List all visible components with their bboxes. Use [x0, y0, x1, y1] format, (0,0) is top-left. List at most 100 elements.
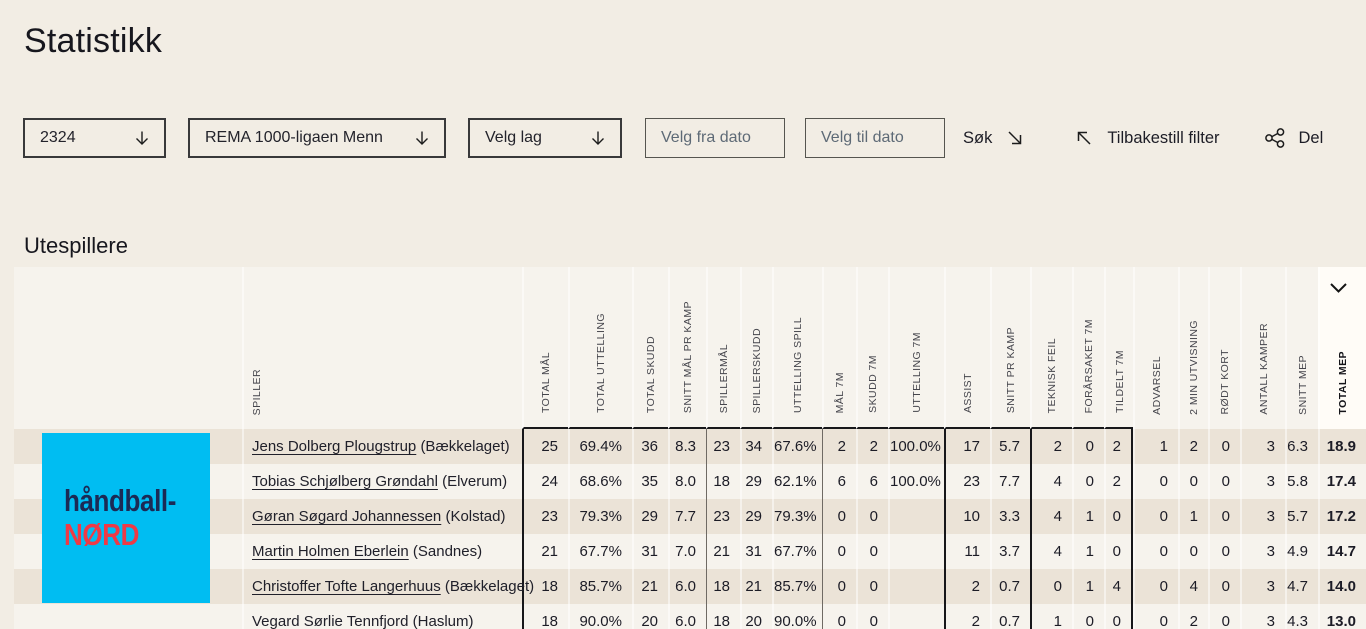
player-link[interactable]: Vegard Sørlie Tennfjord	[252, 613, 409, 629]
stat-cell: 6.0	[668, 569, 706, 604]
stat-cell: 100.0%	[888, 429, 944, 464]
team-select[interactable]: Velg lag	[468, 118, 622, 158]
column-header-10[interactable]: UTTELLING 7M	[888, 267, 944, 429]
column-header-17[interactable]: 2 MIN UTVISNING	[1178, 267, 1208, 429]
date-to-input[interactable]: Velg til dato	[805, 118, 945, 158]
search-button[interactable]: Søk	[963, 128, 1025, 148]
stat-cell: 100.0%	[888, 464, 944, 499]
column-header-7[interactable]: UTTELLING SPILL	[772, 267, 822, 429]
stat-cell: 0	[1072, 464, 1104, 499]
table-row: Vegard Sørlie Tennfjord (Haslum) 18 90.0% 2…	[14, 604, 1366, 629]
stat-cell: 0	[1030, 569, 1072, 604]
column-header-label: RØDT KORT	[1219, 349, 1231, 415]
stat-cell: 8.3	[668, 429, 706, 464]
season-select[interactable]: 2324	[23, 118, 166, 158]
stat-cell: 3.7	[990, 534, 1030, 569]
stat-cell: 3.3	[990, 499, 1030, 534]
column-header-6[interactable]: SPILLERSKUDD	[740, 267, 772, 429]
stat-cell: 4	[1030, 499, 1072, 534]
league-select[interactable]: REMA 1000-ligaen Menn	[188, 118, 446, 158]
stat-cell: 17	[944, 429, 990, 464]
stat-cell: 0	[856, 604, 888, 629]
column-header-label: SNITT PR KAMP	[1005, 326, 1017, 413]
player-team: (Sandnes)	[412, 543, 483, 560]
stat-cell: 0	[1208, 464, 1240, 499]
stat-cell: 17.4	[1318, 464, 1366, 499]
stat-cell: 7.7	[668, 499, 706, 534]
stat-cell: 2	[944, 604, 990, 629]
column-header-5[interactable]: SPILLERMÅL	[706, 267, 740, 429]
share-button[interactable]: Del	[1264, 127, 1323, 149]
reset-filter-button[interactable]: Tilbakestill filter	[1074, 128, 1220, 148]
stat-cell: 23	[706, 429, 740, 464]
stat-cell	[888, 499, 944, 534]
stat-cell: 10	[944, 499, 990, 534]
player-link[interactable]: Martin Holmen Eberlein	[252, 543, 409, 560]
player-team: (Bækkelaget)	[444, 578, 535, 595]
stat-cell: 17.2	[1318, 499, 1366, 534]
stat-cell: 90.0%	[772, 604, 822, 629]
stat-cell: 11	[944, 534, 990, 569]
column-header-19[interactable]: ANTALL KAMPER	[1240, 267, 1285, 429]
stat-cell: 62.1%	[772, 464, 822, 499]
column-header-spiller[interactable]: SPILLER	[242, 267, 522, 429]
column-header-12[interactable]: SNITT PR KAMP	[990, 267, 1030, 429]
stat-cell: 3	[1240, 464, 1285, 499]
stat-cell: 18	[706, 569, 740, 604]
column-header-14[interactable]: FORÅRSAKET 7M	[1072, 267, 1104, 429]
stat-cell: 2	[822, 429, 856, 464]
stat-cell	[888, 569, 944, 604]
stat-cell: 0	[822, 604, 856, 629]
player-link[interactable]: Tobias Schjølberg Grøndahl	[252, 473, 438, 490]
column-header-16[interactable]: ADVARSEL	[1133, 267, 1178, 429]
stat-cell: 85.7%	[568, 569, 632, 604]
filter-bar: 2324 REMA 1000-ligaen Menn Velg lag Velg…	[23, 118, 1366, 158]
stat-cell: 29	[740, 464, 772, 499]
column-header-18[interactable]: RØDT KORT	[1208, 267, 1240, 429]
column-header-4[interactable]: SNITT MÅL PR KAMP	[668, 267, 706, 429]
stat-cell: 4	[1030, 464, 1072, 499]
stat-cell: 0	[822, 534, 856, 569]
column-header-label: 2 MIN UTVISNING	[1188, 320, 1200, 415]
stat-cell: 2	[856, 429, 888, 464]
league-select-value: REMA 1000-ligaen Menn	[205, 129, 383, 146]
column-header-3[interactable]: TOTAL SKUDD	[632, 267, 668, 429]
stat-cell: 6	[856, 464, 888, 499]
stat-cell: 0	[1208, 499, 1240, 534]
stat-cell: 85.7%	[772, 569, 822, 604]
player-cell: Martin Holmen Eberlein (Sandnes)	[242, 534, 522, 569]
collapse-table-button[interactable]	[1329, 282, 1348, 294]
arrow-down-icon	[136, 131, 148, 145]
column-header-label: MÅL 7M	[834, 371, 846, 413]
player-cell: Gøran Søgard Johannessen (Kolstad)	[242, 499, 522, 534]
stat-cell: 1	[1072, 569, 1104, 604]
stat-cell: 14.0	[1318, 569, 1366, 604]
column-header-2[interactable]: TOTAL UTTELLING	[568, 267, 632, 429]
stat-cell: 29	[632, 499, 668, 534]
column-header-1[interactable]: TOTAL MÅL	[522, 267, 568, 429]
stat-cell: 0	[1133, 464, 1178, 499]
table-row: Jens Dolberg Plougstrup (Bækkelaget) 25 69…	[14, 429, 1366, 464]
stat-cell: 2	[1178, 429, 1208, 464]
column-header-11[interactable]: ASSIST	[944, 267, 990, 429]
stat-cell: 23	[706, 499, 740, 534]
column-header-label: SPILLERSKUDD	[751, 327, 763, 413]
player-link[interactable]: Jens Dolberg Plougstrup	[252, 438, 417, 455]
player-link[interactable]: Gøran Søgard Johannessen	[252, 508, 442, 525]
column-header-15[interactable]: TILDELT 7M	[1104, 267, 1133, 429]
stat-cell: 3	[1240, 569, 1285, 604]
stat-cell: 21	[632, 569, 668, 604]
stat-cell: 20	[740, 604, 772, 629]
logo-column-cell	[14, 604, 242, 629]
stat-cell: 4	[1178, 569, 1208, 604]
column-header-20[interactable]: SNITT MEP	[1285, 267, 1318, 429]
player-link[interactable]: Christoffer Tofte Langerhuus	[252, 578, 441, 595]
player-cell: Vegard Sørlie Tennfjord (Haslum)	[242, 604, 522, 629]
team-logo-line1: håndball-	[64, 483, 176, 518]
date-from-input[interactable]: Velg fra dato	[645, 118, 785, 158]
column-header-13[interactable]: TEKNISK FEIL	[1030, 267, 1072, 429]
column-header-21[interactable]: TOTAL MEP	[1318, 267, 1366, 429]
column-header-8[interactable]: MÅL 7M	[822, 267, 856, 429]
stat-cell: 67.7%	[568, 534, 632, 569]
column-header-9[interactable]: SKUDD 7M	[856, 267, 888, 429]
